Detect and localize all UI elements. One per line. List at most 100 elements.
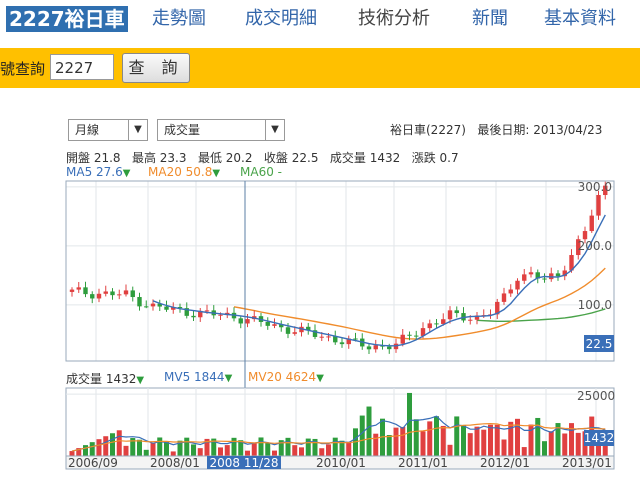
volume-bar <box>96 439 102 456</box>
candle-body <box>461 313 466 321</box>
candle-body <box>569 255 574 271</box>
volume-bar <box>251 442 257 456</box>
volume-bar <box>434 416 439 456</box>
candle-body <box>231 312 237 319</box>
mv5-label: MV5 1844▼ <box>164 370 232 384</box>
period-select[interactable]: 月線 ▼ <box>68 119 148 141</box>
x-axis-label: 2010/01 <box>316 456 366 470</box>
price-grid <box>66 181 614 361</box>
candle-body <box>474 315 480 320</box>
top-nav: 2227裕日車 走勢圖 成交明細 技術分析 新聞 基本資料 <box>0 0 640 40</box>
candle-body <box>191 315 196 318</box>
stock-code-input[interactable]: 2227 <box>50 54 114 80</box>
candle-body <box>211 310 216 316</box>
volume-bar <box>589 416 595 456</box>
down-triangle-icon: ▼ <box>122 168 131 179</box>
candle-body <box>393 343 399 350</box>
query-button[interactable]: 查 詢 <box>122 53 190 83</box>
indicator-select[interactable]: 成交量 ▼ <box>157 119 285 141</box>
candle-body <box>258 316 264 322</box>
volume-bar <box>157 437 163 456</box>
volume-bar <box>265 442 271 456</box>
tab-technical-analysis[interactable]: 技術分析 <box>358 8 430 29</box>
candle-body <box>144 306 149 308</box>
volume-bar <box>400 426 406 456</box>
crosshair-date-badge <box>207 456 281 469</box>
tab-trend[interactable]: 走勢圖 <box>152 8 206 29</box>
x-axis-bar <box>65 455 615 470</box>
ma5-line <box>152 214 606 347</box>
candle-body <box>204 310 210 312</box>
candle-body <box>299 326 304 333</box>
volume-bar <box>508 421 514 456</box>
candle-body <box>522 274 527 281</box>
chevron-down-icon: ▼ <box>265 120 284 140</box>
volume-bar <box>447 444 453 456</box>
candle-body <box>353 338 358 340</box>
crosshair-date-label: 2008 11/28 <box>210 456 279 470</box>
candle-body <box>535 272 540 279</box>
volume-bar <box>515 418 520 456</box>
volume-bar <box>319 448 325 456</box>
candle-body <box>407 334 412 336</box>
volume-bar <box>501 439 507 456</box>
candle-body <box>90 294 95 299</box>
volume-bar <box>177 440 183 456</box>
tab-transactions[interactable]: 成交明細 <box>245 8 317 29</box>
volume-value: 成交量 1432 <box>66 372 137 386</box>
volume-bar <box>353 428 358 456</box>
candle-body <box>555 273 561 277</box>
down-triangle-icon: ▼ <box>136 375 145 386</box>
ma5-value: MA5 27.6 <box>66 165 123 179</box>
down-triangle-icon: ▼ <box>316 373 324 384</box>
tab-basic-info[interactable]: 基本資料 <box>544 8 616 29</box>
candle-body <box>495 301 500 315</box>
candle-body <box>76 287 81 290</box>
last-price-label: 22.5 <box>586 337 613 351</box>
candle-body <box>150 303 156 307</box>
candle-body <box>515 280 520 290</box>
candle-body <box>279 324 284 328</box>
volume-bar <box>596 435 601 456</box>
last-volume-badge <box>584 430 614 446</box>
volume-bar <box>137 439 142 456</box>
volume-bar <box>143 449 149 456</box>
volume-bar <box>488 424 493 456</box>
volume-bar <box>69 451 75 456</box>
price-tick-label: 100.0 <box>578 298 612 312</box>
candle-body <box>562 270 567 277</box>
ma20-value: MA20 50.8 <box>148 165 213 179</box>
volume-bar <box>164 441 169 456</box>
mv20-label: MV20 4624▼ <box>248 370 324 384</box>
x-axis-label: 2012/01 <box>480 456 530 470</box>
candle-body <box>366 346 372 350</box>
volume-bar <box>461 424 466 456</box>
candle-body <box>360 338 365 347</box>
volume-bar <box>110 433 115 456</box>
ma20-line <box>233 267 606 340</box>
volume-bar <box>339 440 345 456</box>
ma60-line <box>476 308 606 322</box>
volume-bar <box>224 445 230 456</box>
candle-body <box>549 273 554 280</box>
volume-bar <box>535 417 541 456</box>
candle-body <box>346 338 351 345</box>
candle-body <box>184 308 189 316</box>
volume-bar <box>272 450 277 456</box>
tab-news[interactable]: 新聞 <box>472 8 508 29</box>
volume-bar <box>393 427 399 456</box>
candle-body <box>508 289 513 294</box>
volume-bar <box>602 434 608 456</box>
candle-body <box>387 346 392 350</box>
volume-bar <box>197 448 203 456</box>
mv5-line <box>71 415 606 452</box>
volume-bar <box>103 436 109 456</box>
ma20-label: MA20 50.8▼ <box>148 165 220 179</box>
volume-bar <box>420 431 426 456</box>
candle-body <box>441 319 446 324</box>
volume-bar <box>474 426 480 456</box>
x-axis-label: 2011/01 <box>398 456 448 470</box>
indicator-select-value: 成交量 <box>164 123 201 137</box>
candle-body <box>447 310 453 320</box>
candle-body <box>434 323 439 325</box>
